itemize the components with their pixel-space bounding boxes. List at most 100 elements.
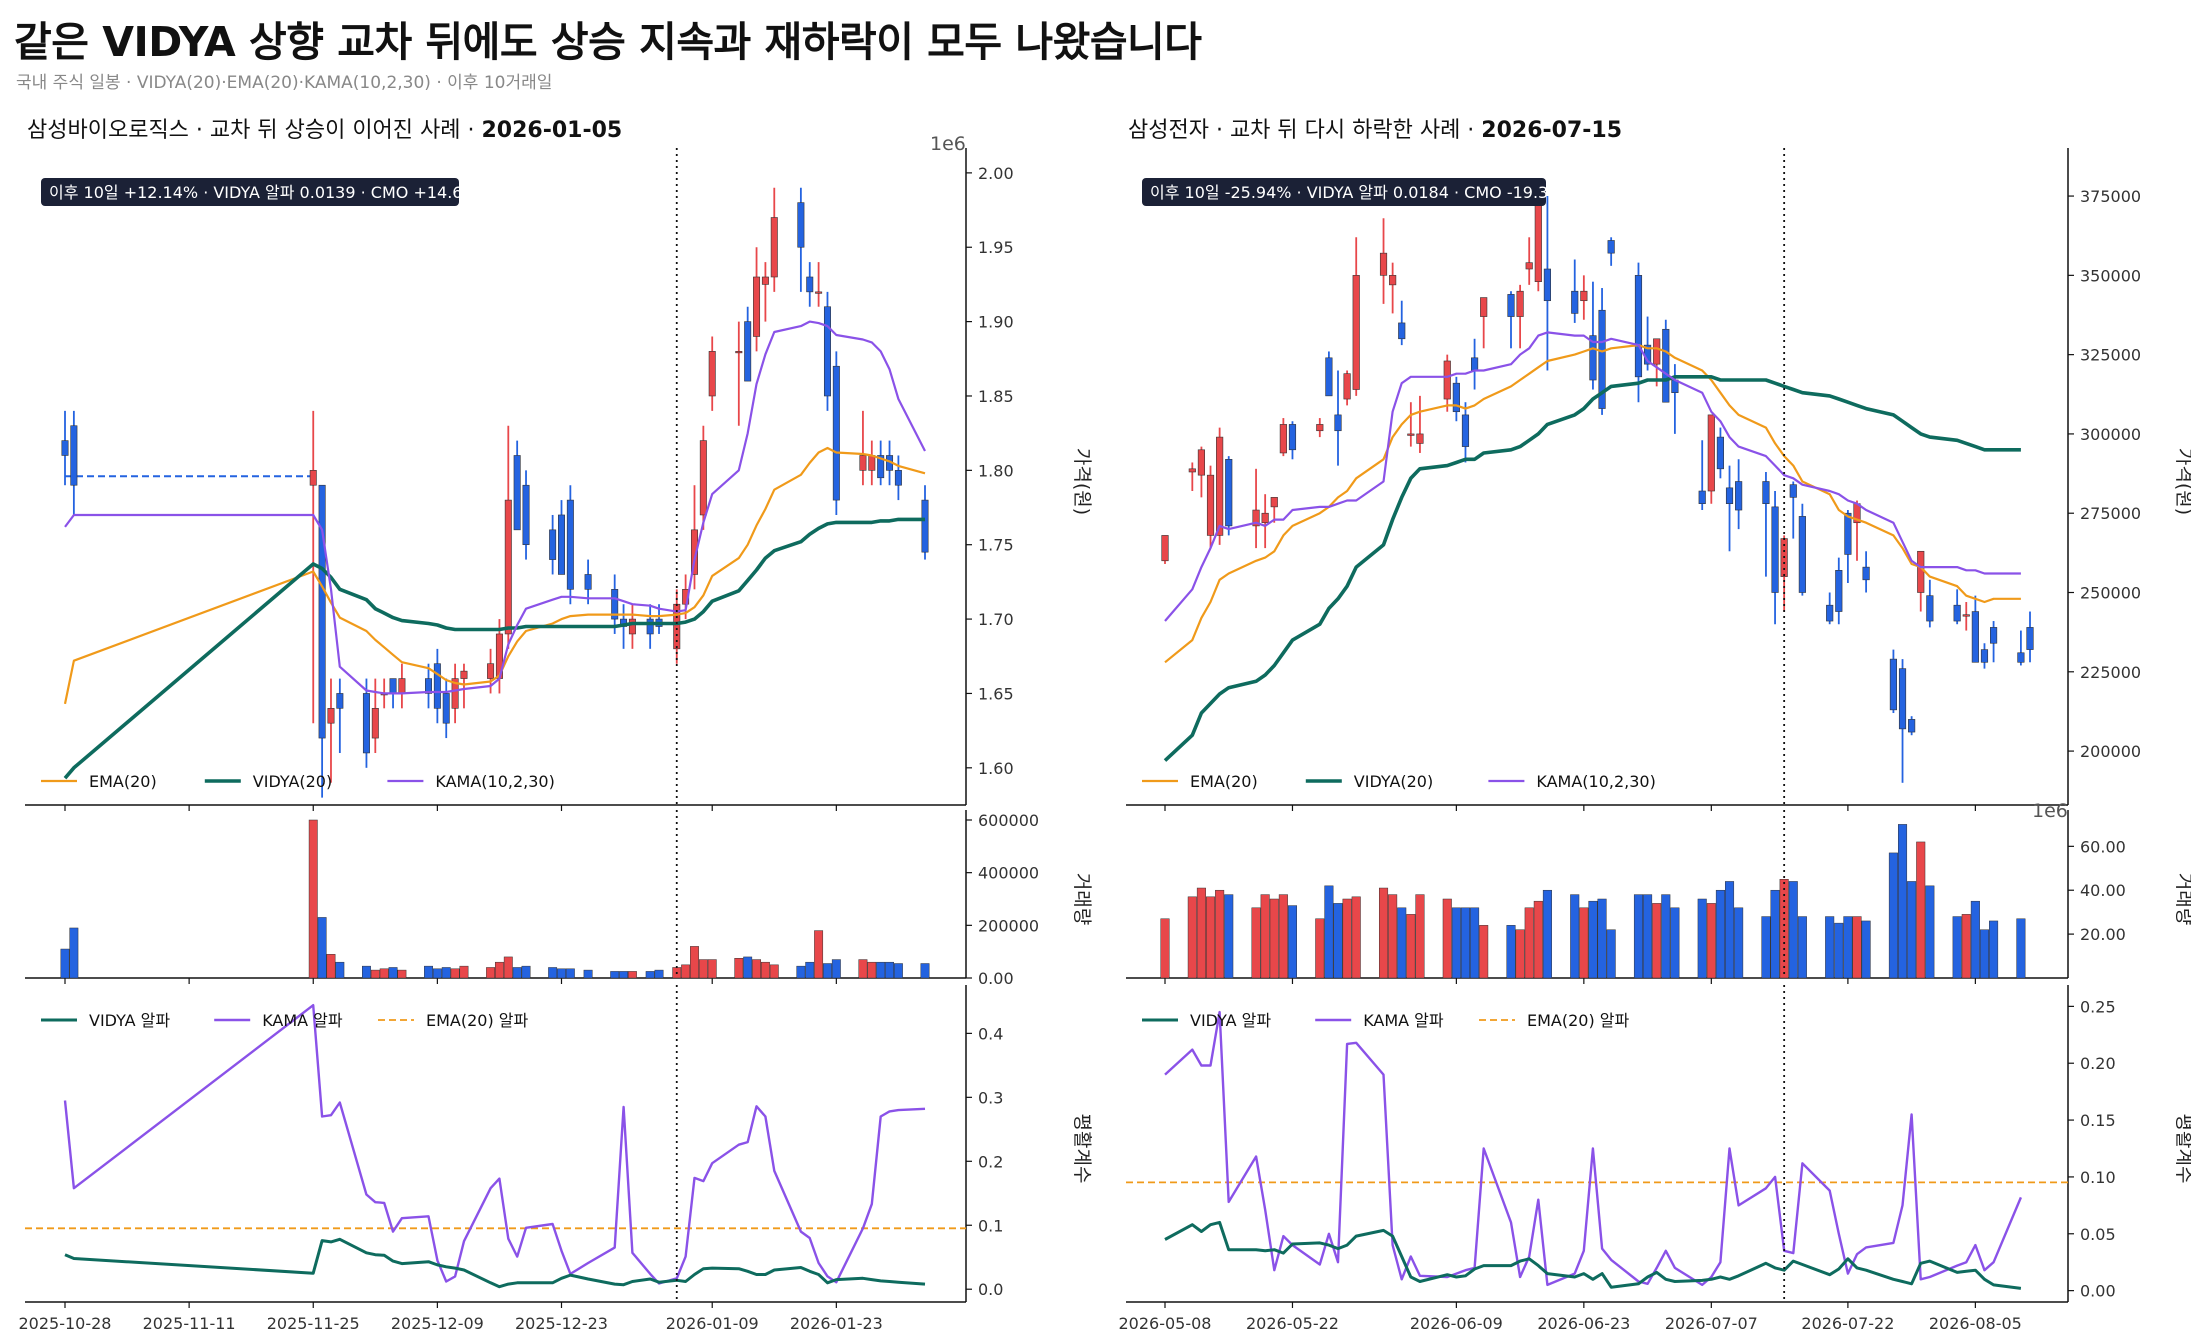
candle-body <box>2026 627 2034 650</box>
candle-body <box>1835 570 1843 612</box>
price-axis-tick-label: 1.75 <box>978 536 1014 555</box>
price-axis-label: 가격(원) <box>1071 448 1093 515</box>
volume-bar <box>1852 916 1862 979</box>
candle-body <box>1343 373 1351 400</box>
alpha-legend-label: KAMA 알파 <box>262 1011 343 1030</box>
volume-bar <box>2016 918 2026 979</box>
volume-bar <box>1843 916 1853 979</box>
candle-body <box>646 618 654 635</box>
candle-body <box>504 499 512 635</box>
x-axis-tick-label: 2025-12-09 <box>391 1314 484 1333</box>
panel-title-date: 2026-07-15 <box>1481 118 1622 143</box>
volume-bar <box>1269 898 1279 979</box>
x-axis-tick-label: 2026-07-22 <box>1801 1314 1894 1333</box>
volume-bar <box>1724 881 1735 979</box>
volume-bar <box>1287 905 1298 979</box>
volume-bar <box>1524 907 1534 979</box>
volume-bar <box>1187 896 1197 979</box>
candle-body <box>921 499 929 553</box>
volume-bar <box>1278 894 1288 979</box>
candle-body <box>1471 357 1479 371</box>
candle-body <box>318 484 326 739</box>
volume-bar <box>557 968 566 979</box>
volume-bar <box>1606 929 1616 979</box>
volume-axis-tick-label: 0.00 <box>978 969 1014 988</box>
candle-body <box>1698 490 1706 505</box>
candle-body <box>761 276 769 285</box>
volume-bar <box>1251 907 1261 979</box>
x-axis-tick-label: 2026-05-22 <box>1246 1314 1339 1333</box>
volume-bar <box>1661 894 1671 979</box>
price-axis-tick-label: 350000 <box>2080 266 2141 285</box>
alpha-axis-label: 평활계수 <box>1071 1114 1093 1184</box>
candle-body <box>735 351 743 354</box>
volume-bar <box>1779 879 1789 979</box>
price-axis-tick-label: 1.85 <box>978 387 1014 406</box>
volume-bar <box>397 969 407 979</box>
candle-body <box>549 529 557 560</box>
volume-bar <box>583 969 593 979</box>
volume-bar <box>1315 918 1325 979</box>
volume-bar <box>1378 887 1389 979</box>
volume-bar <box>1588 900 1598 979</box>
volume-bar <box>831 959 841 979</box>
alpha-axis-tick-label: 0.4 <box>978 1024 1003 1043</box>
price-axis-tick-label: 325000 <box>2080 346 2141 365</box>
x-axis-tick-label: 2025-12-23 <box>515 1314 608 1333</box>
volume-bar <box>1442 898 1452 979</box>
kama-line <box>1164 331 2021 622</box>
candle-body <box>522 484 530 546</box>
alpha-axis-tick-label: 0.25 <box>2080 997 2116 1016</box>
volume-bar <box>1460 907 1471 979</box>
candle-body <box>2017 652 2025 663</box>
candle-body <box>1206 474 1215 536</box>
candle-body <box>1789 484 1797 498</box>
volume-bar <box>796 965 806 979</box>
volume-bar <box>362 965 371 979</box>
volume-bar <box>1533 900 1543 979</box>
volume-bar <box>1952 916 1962 979</box>
price-axis-tick-label: 375000 <box>2080 187 2141 206</box>
price-axis-tick-label: 225000 <box>2080 663 2141 682</box>
candle-body <box>1261 512 1269 524</box>
volume-bar <box>760 961 770 979</box>
ema-line <box>1164 344 2021 664</box>
volume-bar <box>1397 907 1407 979</box>
candle-body <box>1889 658 1897 711</box>
candle-body <box>1762 481 1770 505</box>
candle-body <box>1216 436 1224 536</box>
volume-bar <box>1989 920 1999 979</box>
volume-bar <box>1633 894 1644 979</box>
candle-body <box>389 678 397 694</box>
vidya-line <box>1163 374 2021 762</box>
x-axis-tick-label: 2025-11-25 <box>267 1314 360 1333</box>
panel-title: 삼성전자 · 교차 뒤 다시 하락한 사례 · 2026-07-15 <box>1128 118 1622 143</box>
candle-body <box>1771 506 1779 593</box>
candle-body <box>823 306 831 397</box>
volume-bar <box>1415 894 1425 979</box>
volume-axis-tick-label: 400000 <box>978 864 1039 883</box>
volume-bar <box>1770 889 1780 979</box>
volume-bar <box>920 963 930 979</box>
alpha-legend-label: VIDYA 알파 <box>89 1011 170 1030</box>
alpha-axis-tick-label: 0.15 <box>2080 1111 2116 1130</box>
alpha-legend-label: KAMA 알파 <box>1363 1011 1444 1030</box>
candle-body <box>815 291 823 294</box>
volume-bar <box>565 968 575 979</box>
candle-body <box>584 574 592 590</box>
volume-bar <box>823 963 832 979</box>
vidya-alpha-line <box>64 1237 926 1289</box>
x-axis-tick-label: 2026-01-09 <box>666 1314 759 1333</box>
volume-bar <box>494 961 504 979</box>
candle-body <box>708 351 716 397</box>
volume-bar <box>876 961 886 979</box>
volume-axis-tick-label: 60.00 <box>2080 837 2126 856</box>
volume-bar <box>441 967 451 979</box>
x-axis-tick-label: 2026-08-05 <box>1929 1314 2022 1333</box>
candle-body <box>1443 360 1451 400</box>
volume-bar <box>1215 889 1225 979</box>
volume-bar <box>610 971 620 979</box>
candle-body <box>1352 275 1360 390</box>
vidya-line <box>63 517 925 780</box>
candle-body <box>859 455 867 471</box>
